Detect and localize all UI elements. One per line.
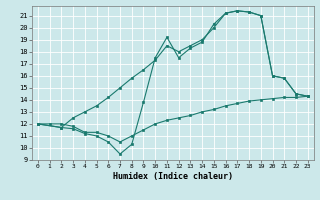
X-axis label: Humidex (Indice chaleur): Humidex (Indice chaleur) [113, 172, 233, 181]
